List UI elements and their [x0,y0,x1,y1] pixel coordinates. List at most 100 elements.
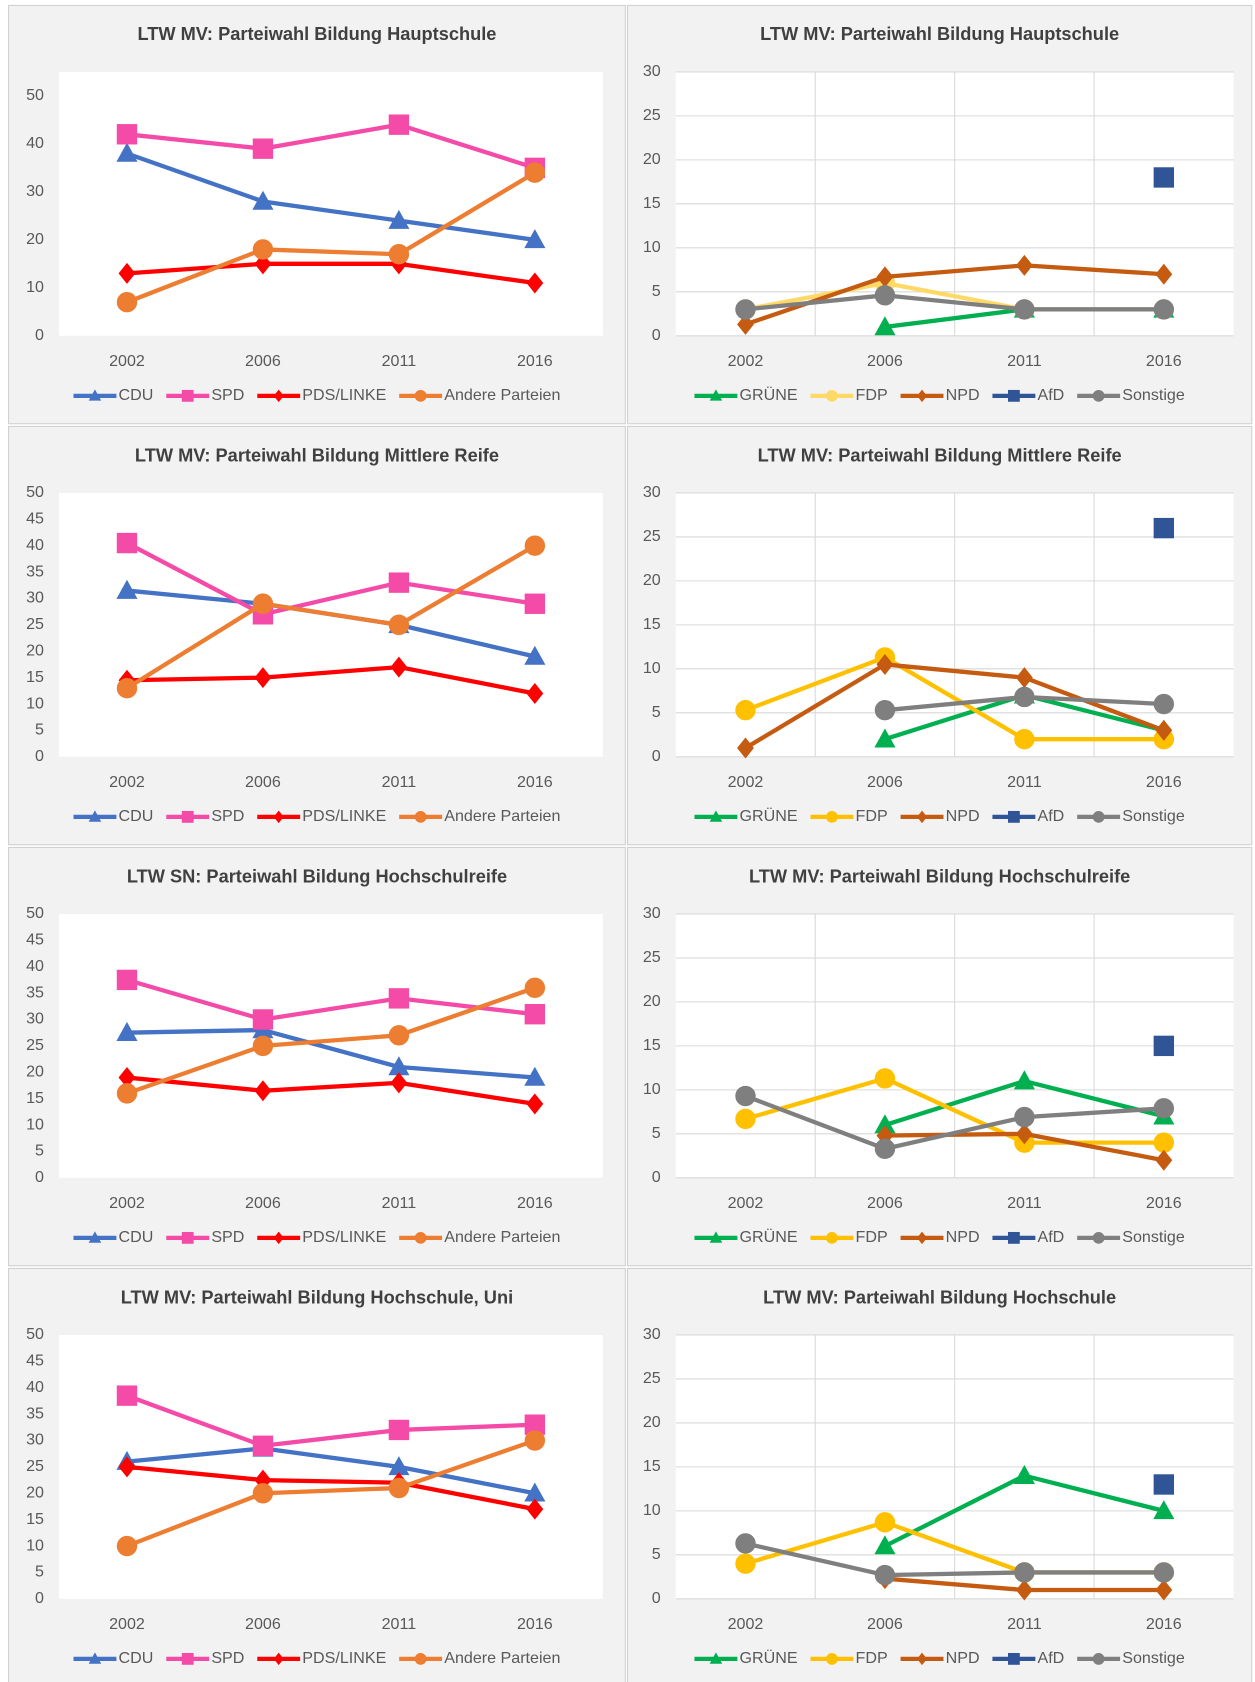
marker [1153,1474,1175,1495]
marker [116,579,138,599]
marker [1014,1562,1035,1583]
series-line [744,1076,1164,1145]
marker [526,682,544,704]
legend-label: FDP [856,1228,888,1246]
marker [88,389,102,401]
y-tick-label: 10 [643,238,661,256]
x-tick-label: 2016 [1146,773,1182,791]
legend-label: Sonstige [1122,386,1185,404]
y-tick-label: 30 [26,182,44,200]
series-line [126,1464,536,1512]
y-tick-label: 5 [652,703,661,721]
marker [526,1093,544,1115]
marker [874,1535,896,1555]
marker [390,656,408,678]
marker [116,1021,138,1041]
marker [737,313,754,335]
x-tick-label: 2002 [728,352,764,370]
y-tick-label: 10 [26,278,44,296]
y-tick-label: 20 [26,641,44,659]
x-tick-label: 2016 [517,1615,553,1633]
series-line [126,170,536,305]
y-tick-label: 10 [643,1080,661,1098]
y-tick-label: 0 [35,747,44,765]
y-tick-label: 0 [652,326,661,344]
marker [388,988,410,1009]
y-tick-label: 20 [643,1413,661,1431]
marker [1092,1652,1105,1665]
series-line [126,261,536,286]
x-tick-label: 2016 [517,773,553,791]
legend-label: AfD [1037,1649,1064,1667]
marker [917,810,927,824]
marker [88,810,102,822]
y-tick-label: 10 [26,1115,44,1133]
y-tick-label: 20 [643,150,661,168]
chart-panel: LTW MV: Parteiwahl Bildung Mittlere Reif… [8,425,626,846]
legend-label: SPD [211,1649,244,1667]
marker [1155,1149,1173,1171]
chart-title: LTW MV: Parteiwahl Bildung Hochschule, U… [121,1286,513,1307]
y-tick-label: 50 [26,86,44,104]
legend-label: PDS/LINKE [302,1228,386,1246]
y-tick-label: 25 [643,527,661,545]
marker [116,124,138,145]
y-tick-label: 40 [26,1378,44,1396]
y-tick-label: 35 [26,562,44,580]
y-tick-label: 45 [26,1352,44,1370]
legend-label: FDP [856,386,888,404]
legend-label: PDS/LINKE [302,807,386,825]
y-tick-label: 15 [643,615,661,633]
legend-label: CDU [119,386,154,404]
x-tick-label: 2011 [1007,1615,1042,1633]
chart-title: LTW MV: Parteiwahl Bildung Mittlere Reif… [135,444,499,465]
y-tick-label: 5 [652,1545,661,1563]
marker [254,253,272,275]
marker [709,810,723,822]
marker [252,239,274,260]
marker [826,1231,838,1244]
legend-label: CDU [119,807,154,825]
legend: GRÜNE FDP NPD AfD Sonstige [694,1649,1185,1667]
y-tick-label: 15 [643,194,661,212]
marker [826,1652,838,1665]
marker [1015,1123,1033,1145]
x-tick-label: 2016 [1146,352,1182,370]
chart-panel: LTW MV: Parteiwahl Bildung Mittlere Reif… [626,425,1253,846]
y-tick-label: 5 [652,1124,661,1142]
x-tick-label: 2006 [867,352,903,370]
marker [388,1025,410,1046]
x-tick-label: 2002 [728,1615,764,1633]
chart-panel: LTW MV: Parteiwahl Bildung Hauptschule 0 1… [8,4,626,425]
marker [1015,1579,1033,1601]
series-line [125,543,536,691]
y-tick-label: 40 [26,957,44,975]
marker [735,699,756,721]
marker [1153,167,1175,188]
legend-label: PDS/LINKE [302,1649,386,1667]
marker [917,1652,927,1666]
marker [414,1231,427,1244]
marker [273,1231,284,1245]
y-tick-label: 50 [26,483,44,501]
series-line [125,541,536,617]
chart-title: LTW MV: Parteiwahl Bildung Hochschule [763,1286,1116,1307]
y-tick-label: 30 [26,589,44,607]
marker [1153,1098,1175,1119]
y-tick-label: 25 [643,1369,661,1387]
y-tick-label: 45 [26,931,44,949]
marker [252,1035,274,1057]
y-tick-label: 0 [652,1168,661,1186]
x-tick-label: 2011 [382,1194,417,1212]
legend-label: NPD [946,386,980,404]
series-line [126,1393,535,1448]
marker [1013,1070,1035,1090]
x-tick-label: 2006 [245,773,281,791]
series-line [745,1541,1164,1578]
marker [1007,389,1020,402]
marker [874,1138,896,1159]
marker [1153,1500,1175,1520]
y-tick-label: 25 [26,615,44,633]
marker [1014,686,1035,708]
